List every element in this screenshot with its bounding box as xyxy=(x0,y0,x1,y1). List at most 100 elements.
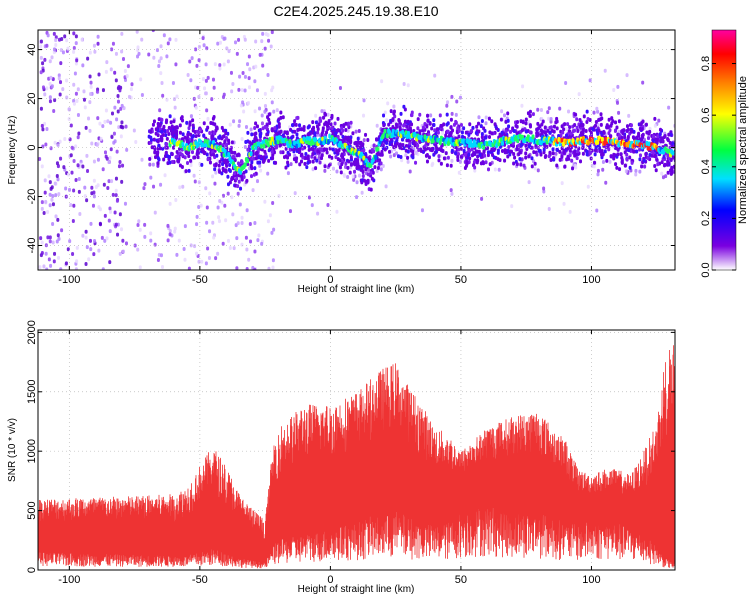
spectrogram-cell xyxy=(175,149,179,154)
spectrogram-cell xyxy=(81,63,85,68)
spectrogram-cell xyxy=(311,167,315,172)
spectrogram-cell xyxy=(375,137,379,142)
spectrogram-cell xyxy=(257,128,261,133)
spectrogram-cell xyxy=(607,147,611,152)
spectrogram-cell xyxy=(201,76,205,81)
spectrogram-cell xyxy=(573,123,577,128)
spectrogram-cell xyxy=(305,165,309,170)
spectrogram-cell xyxy=(477,115,481,120)
spectrogram-cell xyxy=(178,123,182,128)
spectrogram-cell xyxy=(253,109,257,114)
spectrogram-cell xyxy=(270,100,274,105)
spectrogram-cell xyxy=(520,103,524,108)
spectrogram-cell xyxy=(169,128,173,133)
spectrogram-cell xyxy=(442,156,446,161)
spectrogram-cell xyxy=(515,119,519,124)
spectrogram-cell xyxy=(124,241,128,246)
spectrogram-cell xyxy=(352,177,356,182)
spectrogram-ridge-cell xyxy=(221,146,225,152)
spectrogram-cell xyxy=(92,159,96,164)
spectrogram-cell xyxy=(88,74,92,79)
spectrogram-cell xyxy=(64,186,68,191)
spectrogram-cell xyxy=(226,174,230,179)
spectrogram-cell xyxy=(344,164,348,169)
spectrogram-cell xyxy=(520,142,524,147)
spectrogram-cell xyxy=(642,158,646,163)
spectrogram-cell xyxy=(159,44,163,49)
spectrogram-cell xyxy=(551,151,555,156)
spectrogram-cell xyxy=(77,176,81,181)
spectrogram-cell xyxy=(462,126,466,131)
spectrogram-cell xyxy=(101,88,105,93)
spectrogram-cell xyxy=(101,124,105,129)
spectrogram-cell xyxy=(430,126,434,131)
spectrogram-cell xyxy=(568,125,572,130)
colorbar-frame xyxy=(711,29,737,271)
spectrogram-cell xyxy=(263,199,267,204)
spectrogram-cell xyxy=(542,147,546,152)
spectrogram-cell xyxy=(197,94,201,99)
spectrogram-cell xyxy=(548,130,552,135)
spectrogram-cell xyxy=(165,54,169,59)
spectrogram-cell xyxy=(620,135,624,140)
spectrogram-cell xyxy=(336,134,340,139)
spectrogram-cell xyxy=(597,128,601,133)
spectrogram-cell xyxy=(416,117,420,122)
spectrogram-cell xyxy=(240,174,244,179)
spectrogram-cell xyxy=(54,193,58,198)
spectrogram-cell xyxy=(104,69,108,74)
spectrogram-cell xyxy=(462,148,466,153)
spectrogram-cell xyxy=(103,119,107,124)
spectrogram-cell xyxy=(95,142,99,147)
spectrogram-cell xyxy=(224,131,228,136)
spectrogram-cell xyxy=(227,182,231,187)
spectrogram-cell xyxy=(120,103,124,108)
spectrogram-cell xyxy=(631,135,635,140)
spectrogram-cell xyxy=(316,127,320,132)
spectrogram-cell xyxy=(140,37,144,42)
spectrogram-cell xyxy=(93,239,97,244)
spectrogram-cell xyxy=(184,150,188,155)
spectrogram-cell xyxy=(344,121,348,126)
spectrogram-cell xyxy=(214,163,218,168)
spectrogram-cell xyxy=(213,167,217,172)
spectrogram-cell xyxy=(50,197,54,202)
spectrogram-cell xyxy=(329,122,333,127)
spectrogram-cell xyxy=(164,120,168,125)
spectrogram-cell xyxy=(615,165,619,170)
spectrogram-ridge-cell xyxy=(305,136,309,142)
spectrogram-cell xyxy=(226,59,230,64)
spectrogram-cell xyxy=(230,195,234,200)
spectrogram-cell xyxy=(472,160,476,165)
spectrogram-cell xyxy=(88,238,92,243)
spectrogram-cell xyxy=(601,167,605,172)
spectrogram-cell xyxy=(503,113,507,118)
spectrogram-cell xyxy=(306,133,310,138)
spectrogram-cell xyxy=(240,160,244,165)
spectrogram-cell xyxy=(609,154,613,159)
spectrogram-cell xyxy=(296,127,300,132)
spectrogram-cell xyxy=(660,171,664,176)
spectrogram-cell xyxy=(75,259,79,264)
spectrogram-cell xyxy=(596,131,600,136)
spectrogram-frame xyxy=(37,29,676,271)
spectrogram-cell xyxy=(591,127,595,132)
spectrogram-cell xyxy=(260,39,264,44)
spectrogram-cell xyxy=(200,162,204,167)
spectrogram-cell xyxy=(362,113,366,118)
spectrogram-cell xyxy=(105,60,109,65)
spectrogram-cell xyxy=(166,41,170,46)
spectrogram-cell xyxy=(165,145,169,150)
spectrogram-cell xyxy=(640,127,644,132)
spectrogram-cell xyxy=(618,167,622,172)
spectrogram-cell xyxy=(615,100,619,105)
spectrogram-cell xyxy=(335,169,339,174)
spectrogram-cell xyxy=(76,87,80,92)
spectrogram-cell xyxy=(624,169,628,174)
spectrogram-cell xyxy=(670,165,674,170)
spectrogram-cell xyxy=(255,138,259,143)
spectrogram-cell xyxy=(51,202,55,207)
spectrogram-cell xyxy=(513,155,517,160)
spectrogram-cell xyxy=(83,105,87,110)
spectrogram-cell xyxy=(290,135,294,140)
